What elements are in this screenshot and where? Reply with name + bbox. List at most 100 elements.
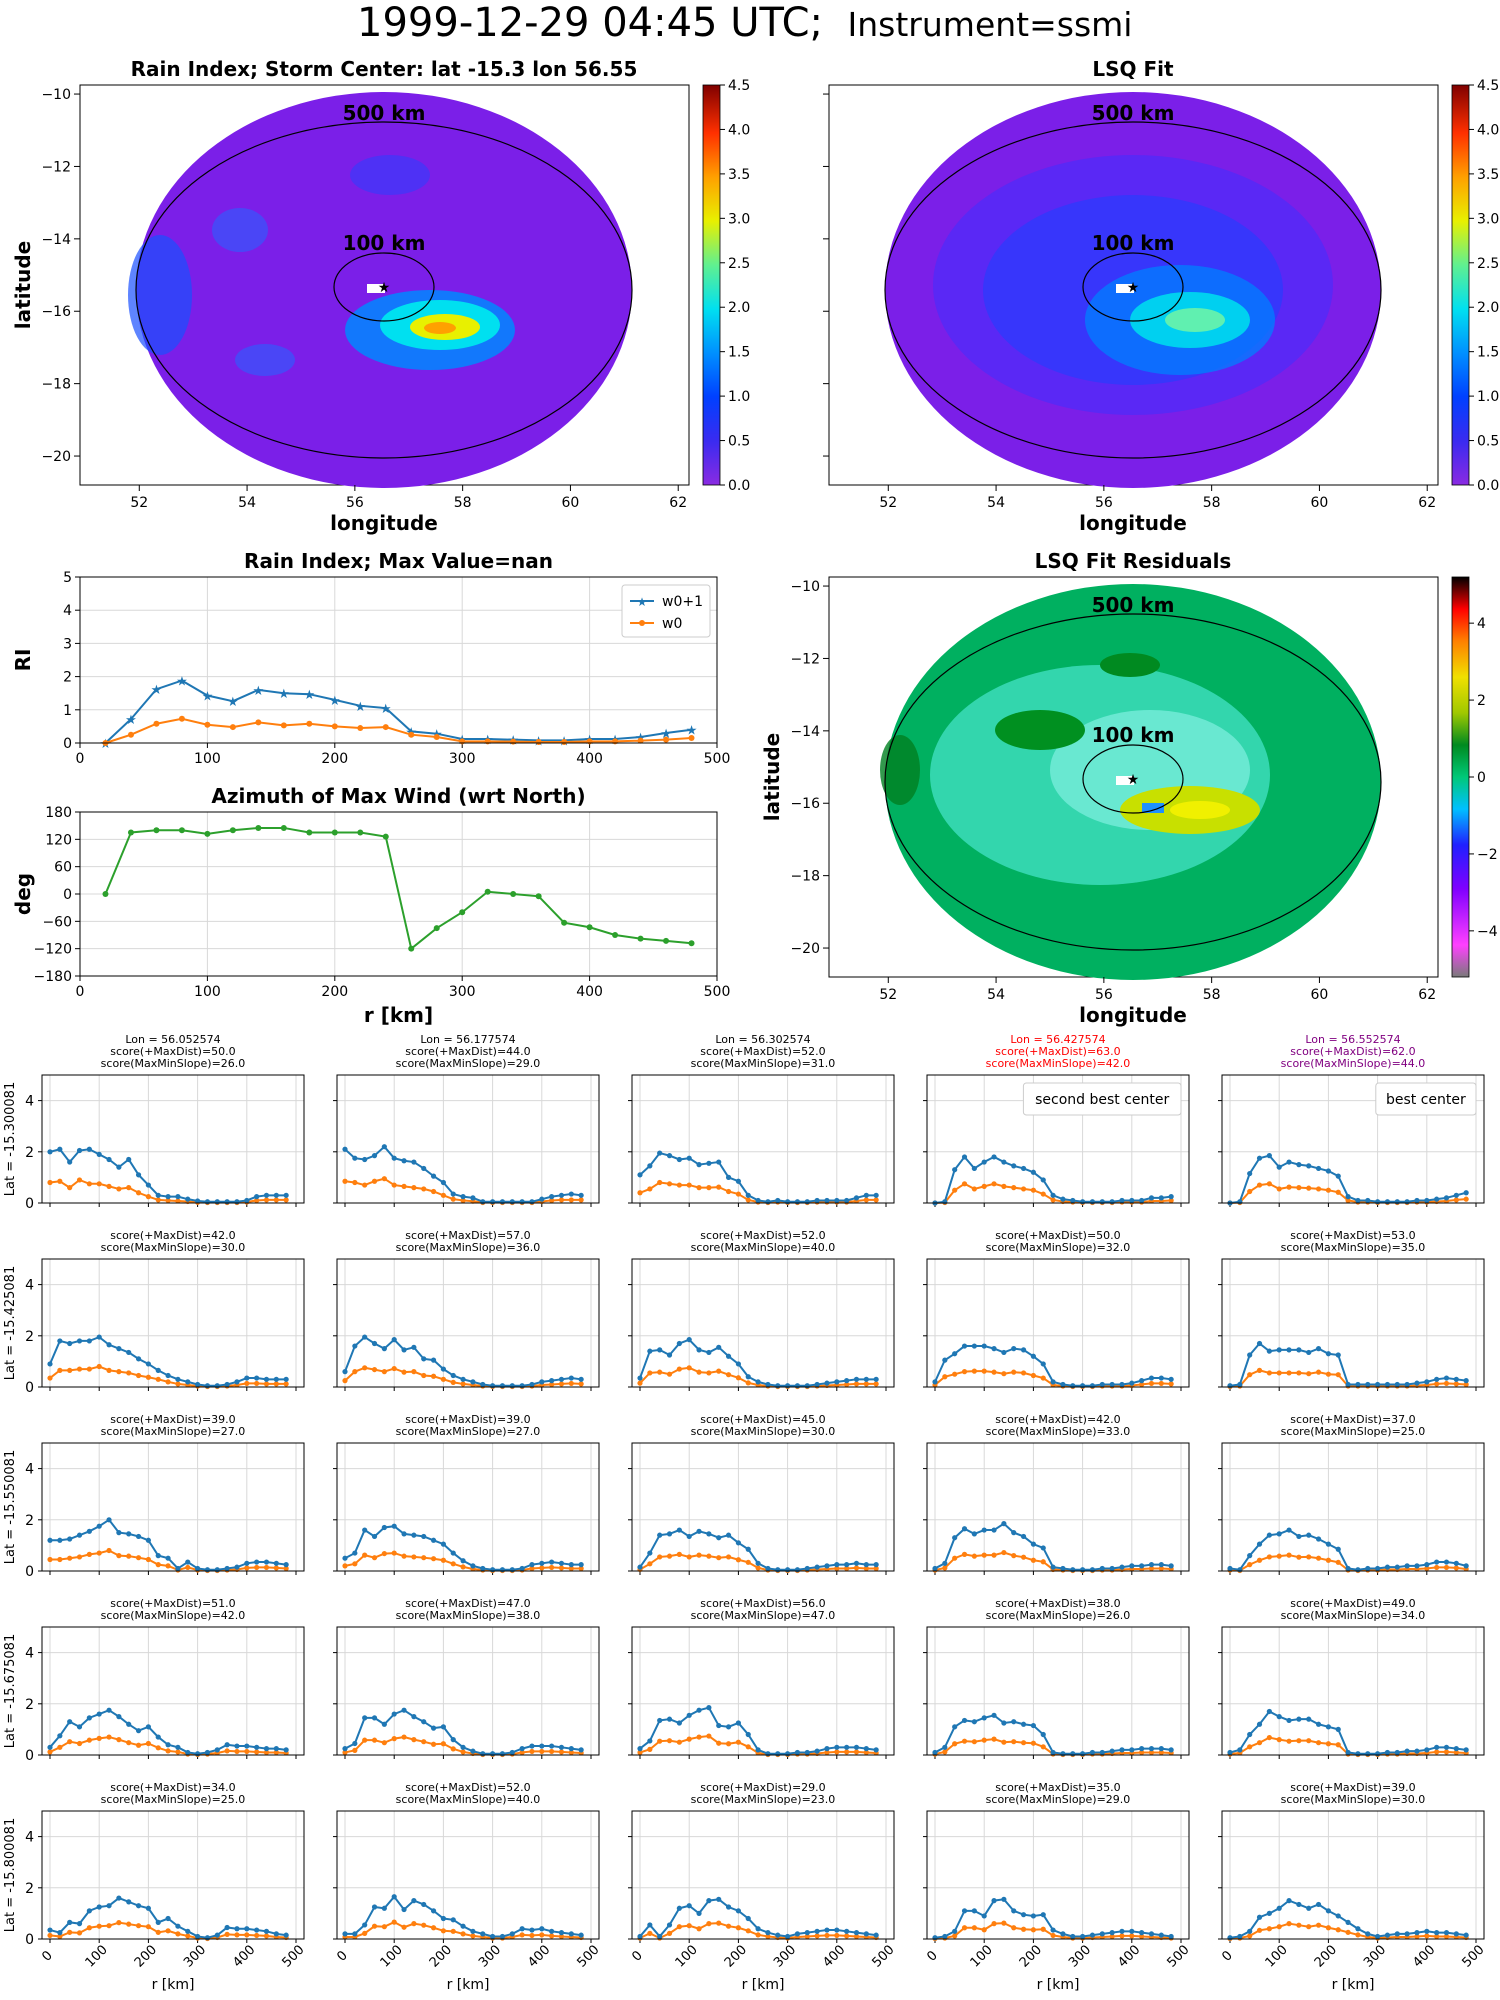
blue-series-point (932, 1935, 938, 1941)
plot-title-maxdist: score(+MaxDist)=53.0 (1290, 1229, 1415, 1242)
orange-series-point (185, 1564, 191, 1571)
orange-series-point (76, 1740, 83, 1747)
blue-series-point (814, 1564, 820, 1570)
blue-series-point (204, 1567, 211, 1573)
lsq-map-xticks: 52 54 56 58 60 62 (879, 485, 1436, 511)
rain-map-center-star: ★ (378, 280, 391, 296)
orange-series-point (86, 1181, 92, 1187)
orange-series-point (568, 1749, 574, 1756)
orange-series-point (1247, 1372, 1253, 1378)
blue-series-point (834, 1379, 840, 1385)
orange-series-point (352, 1561, 358, 1567)
ri-chart: 0100200300400500012345★★★★★★★★★★★★★★★★★★… (11, 549, 730, 767)
orange-series-point (686, 1923, 692, 1929)
orange-series-point (47, 1932, 53, 1939)
blue-series-point (509, 1931, 515, 1937)
series-point (153, 720, 160, 727)
blue-series-point (214, 1567, 220, 1573)
blue-series-point (696, 1347, 702, 1353)
blue-series-point (1414, 1380, 1420, 1386)
series-point (484, 888, 491, 895)
plot-frame (1221, 1810, 1485, 1940)
orange-series-point (371, 1178, 378, 1184)
plot-frame (631, 1258, 895, 1388)
series-point: ★ (354, 700, 366, 715)
orange-series-point (145, 1924, 151, 1930)
blue-series-point (224, 1924, 230, 1931)
plot-title-maxminslope: score(MaxMinSlope)=32.0 (986, 1241, 1131, 1254)
blue-series-point (1394, 1381, 1400, 1388)
blue-series-point (1296, 1901, 1302, 1908)
series-line-0 (104, 679, 692, 744)
plot-title-maxminslope: score(MaxMinSlope)=29.0 (396, 1057, 541, 1070)
orange-series-point (411, 1185, 417, 1191)
orange-series-point (175, 1931, 181, 1937)
orange-series-point (145, 1194, 151, 1200)
blue-series-point (568, 1746, 574, 1752)
rain-map-panel: Rain Index; Storm Center: lat -15.3 lon … (11, 57, 750, 535)
blue-series-point (1247, 1928, 1253, 1934)
orange-series-point (549, 1748, 555, 1755)
blue-series-point (765, 1930, 771, 1936)
orange-series-point (1306, 1924, 1312, 1930)
blue-series-point (765, 1199, 771, 1205)
blue-series-point (1434, 1930, 1440, 1936)
orange-series-point (549, 1381, 555, 1388)
y-tick-label: 2 (25, 1881, 34, 1897)
blue-series-point (509, 1749, 515, 1756)
orange-series-point (401, 1183, 407, 1189)
orange-series-point (745, 1928, 751, 1934)
x-tick-label: 0 (39, 1948, 55, 1964)
colorbar-tick-label: 2.0 (728, 300, 750, 316)
blue-series-point (666, 1922, 673, 1928)
map-xtick-label: 56 (346, 495, 364, 511)
colorbar-tick-label: 2.5 (1477, 256, 1499, 272)
blue-series-point (1375, 1565, 1381, 1572)
blue-series-point (1099, 1199, 1105, 1205)
blue-series-point (185, 1749, 191, 1756)
blue-series-point (195, 1751, 201, 1757)
y-tick-label: 4 (25, 1094, 34, 1110)
orange-series-point (1030, 1740, 1036, 1746)
orange-series-point (804, 1933, 810, 1940)
blue-series-point (1227, 1935, 1233, 1941)
plot-title-maxdist: score(+MaxDist)=29.0 (700, 1781, 825, 1794)
series-point: ★ (660, 727, 672, 742)
orange-series-point (254, 1380, 260, 1387)
series-point (357, 725, 364, 732)
blue-series-point (1247, 1553, 1253, 1559)
orange-series-point (952, 1371, 958, 1377)
orange-series-point (1040, 1559, 1046, 1565)
orange-series-point (421, 1739, 427, 1745)
series-point (561, 919, 568, 926)
plot-frame (926, 1258, 1190, 1388)
profile-plot: 0 100 200 300 400 500 score(+MaxDist)=35.0scor… (923, 1781, 1193, 1993)
blue-series-point (1384, 1932, 1391, 1938)
lsq-map-ring-500 (884, 121, 1382, 459)
blue-series-point (430, 1173, 437, 1179)
orange-series-point (971, 1553, 977, 1559)
blue-series-point (745, 1546, 751, 1552)
plot-title-lon: Lon = 56.177574 (420, 1033, 515, 1046)
orange-series-point (1286, 1921, 1292, 1927)
blue-series-point (745, 1374, 751, 1380)
blue-series-point (804, 1749, 810, 1756)
y-tick-label: 5 (63, 570, 72, 586)
x-axis-label: r [km] (742, 1977, 785, 1993)
blue-series-point (1325, 1908, 1331, 1914)
rain-map-ylabel: latitude (11, 241, 35, 329)
orange-series-point (696, 1369, 702, 1375)
map-ytick-label: −16 (41, 304, 71, 320)
blue-series-point (67, 1159, 73, 1165)
orange-series-point (67, 1185, 73, 1191)
orange-series-point (440, 1557, 446, 1563)
profile-plot: score(+MaxDist)=57.0score(MaxMinSlope)=3… (333, 1229, 600, 1391)
orange-series-point (440, 1928, 446, 1934)
orange-series-point (1276, 1553, 1282, 1559)
profile-plot: 0 2 4 Lon = 56.052574score(+MaxDist)=50.0sc… (3, 1033, 305, 1212)
blue-series-point (735, 1720, 742, 1726)
blue-series-point (204, 1383, 211, 1389)
orange-series-point (1443, 1933, 1450, 1940)
orange-series-point (430, 1925, 437, 1931)
